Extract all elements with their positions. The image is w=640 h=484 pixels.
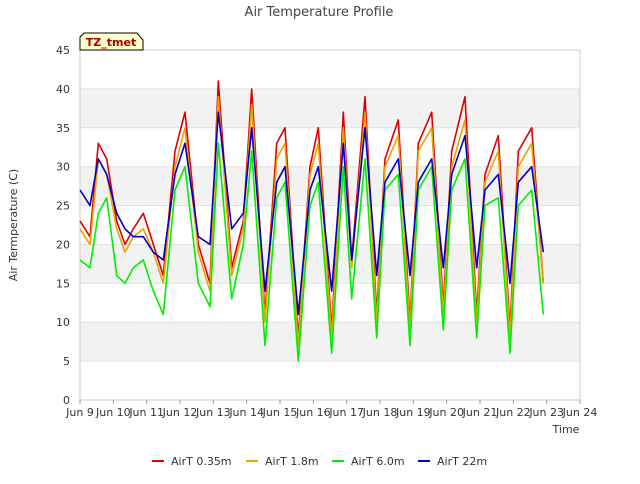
plot-frame (79, 49, 581, 401)
y-tick-label: 25 (56, 200, 70, 213)
y-tick-label: 10 (56, 316, 70, 329)
x-tick-label: Jun 21 (462, 406, 498, 419)
x-tick-label: Jun 23 (528, 406, 564, 419)
x-tick-label: Jun 11 (128, 406, 164, 419)
x-axis-label: Time (552, 423, 580, 436)
x-tick-label: Jun 17 (328, 406, 364, 419)
x-tick-label: Jun 14 (228, 406, 264, 419)
x-tick-label: Jun 16 (295, 406, 331, 419)
x-tick-label: Jun 9 (65, 406, 94, 419)
y-tick-label: 45 (56, 44, 70, 57)
series-line-4 (79, 111, 545, 316)
legend: AirT 0.35m AirT 1.8m AirT 6.0m AirT 22m (152, 455, 487, 468)
badge-label: TZ_tmet (86, 36, 136, 49)
y-tick-label: 5 (63, 355, 70, 368)
x-tick-label: Jun 13 (195, 406, 231, 419)
series-layer (79, 80, 545, 362)
chart-title: Air Temperature Profile (245, 5, 394, 20)
y-axis-ticks: 0 5 10 15 20 25 30 35 40 45 (56, 44, 70, 407)
y-tick-label: 35 (56, 122, 70, 135)
series-line-2 (79, 95, 545, 347)
x-tick-label: Jun 20 (428, 406, 464, 419)
grid-band (80, 166, 580, 206)
y-tick-label: 40 (56, 83, 70, 96)
y-axis-label: Air Termperature (C) (7, 169, 20, 281)
x-tick-label: Jun 12 (162, 406, 198, 419)
legend-label: AirT 22m (437, 455, 487, 468)
y-tick-label: 0 (63, 394, 70, 407)
grid-band (80, 88, 580, 128)
y-tick-label: 15 (56, 277, 70, 290)
legend-label: AirT 6.0m (351, 455, 405, 468)
x-tick-label: Jun 15 (262, 406, 298, 419)
legend-label: AirT 0.35m (171, 455, 232, 468)
x-tick-label: Jun 18 (362, 406, 398, 419)
legend-label: AirT 1.8m (265, 455, 319, 468)
x-tick-label: Jun 19 (395, 406, 431, 419)
x-tick-label: Jun 10 (95, 406, 131, 419)
site-badge: TZ_tmet (79, 32, 144, 51)
y-tick-label: 20 (56, 238, 70, 251)
y-tick-label: 30 (56, 161, 70, 174)
series-line-3 (79, 142, 545, 362)
x-tick-label: Jun 24 (562, 406, 598, 419)
badge-shape (79, 32, 144, 51)
x-tick-label: Jun 22 (495, 406, 531, 419)
